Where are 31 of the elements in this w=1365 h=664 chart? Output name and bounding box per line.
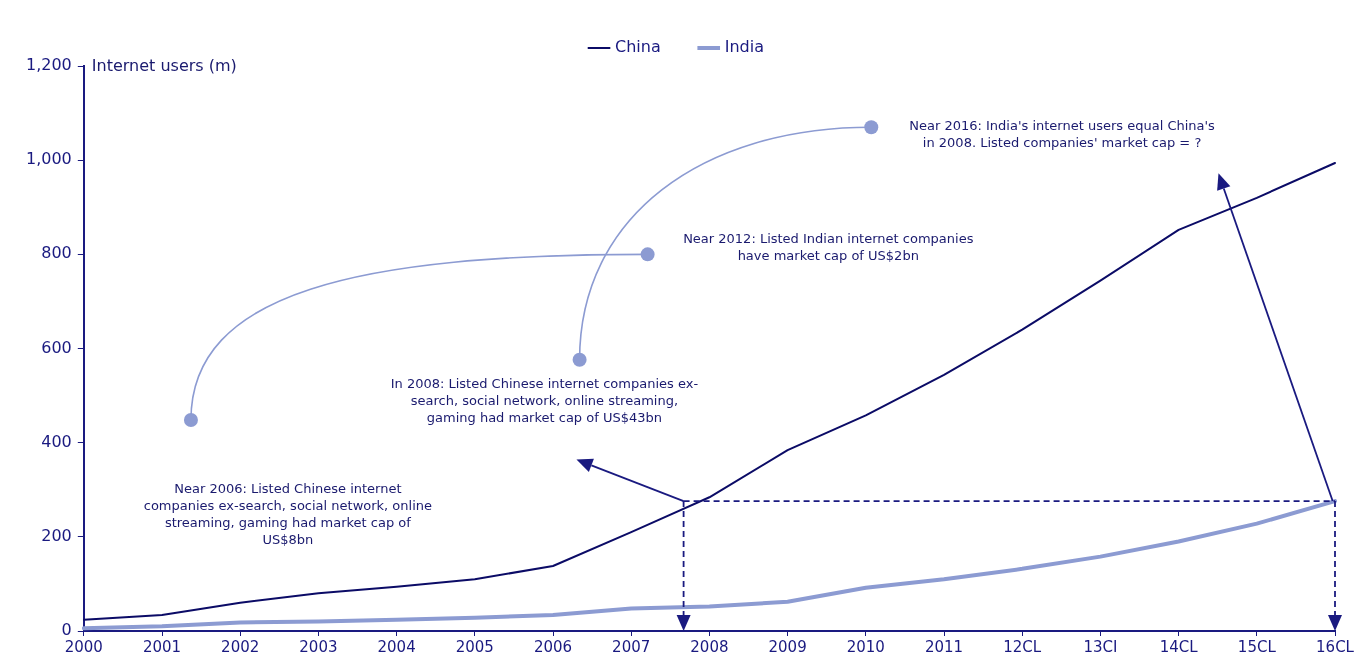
x-tick-label: 12CL <box>1003 637 1042 656</box>
x-tick-label: 2003 <box>299 637 338 656</box>
y-tick-label: 1,200 <box>25 55 72 75</box>
annotation: In 2008: Listed Chinese internet companies ex-search, social network, online streaming, gaming had market cap of US$43bn <box>389 374 700 426</box>
x-tick-label: 16CL <box>1316 637 1355 656</box>
legend-label: China <box>615 37 661 57</box>
x-tick-label: 15CL <box>1237 637 1277 656</box>
x-tick-label: 2005 <box>455 637 494 656</box>
x-tick-label: 2010 <box>846 637 885 656</box>
x-tick-label: 2002 <box>221 637 260 656</box>
x-tick-label: 2007 <box>612 637 651 656</box>
annotation: Near 2006: Listed Chinese internet companies ex-search, social network, online streaming, gaming had market cap of US$8bn <box>142 480 433 549</box>
y-tick-label: 1,000 <box>25 149 72 169</box>
y-tick-label: 200 <box>41 525 72 545</box>
y-tick-label: 0 <box>61 620 72 640</box>
x-tick-label: 2004 <box>377 637 416 656</box>
annotation: Near 2012: Listed Indian internet companies have market cap of US$2bn <box>682 229 975 264</box>
x-tick-label: 14CL <box>1159 637 1199 656</box>
x-tick-label: 2001 <box>142 637 182 656</box>
y-tick-label: 600 <box>41 337 72 357</box>
x-tick-label: 2008 <box>690 637 729 656</box>
x-tick-label: 13CI <box>1083 637 1118 656</box>
x-tick-label: 2006 <box>533 637 573 656</box>
y-tick-label: 400 <box>41 431 72 451</box>
legend-label: India <box>724 37 764 57</box>
x-tick-label: 2011 <box>924 637 964 656</box>
y-tick-label: 800 <box>41 243 72 263</box>
y-axis-title: Internet users (m) <box>91 56 237 75</box>
annotation: Near 2016: India's internet users equal China's in 2008. Listed companies' market cap = ? <box>908 116 1216 151</box>
x-tick-label: 2009 <box>768 637 807 656</box>
x-tick-label: 2000 <box>64 637 103 656</box>
